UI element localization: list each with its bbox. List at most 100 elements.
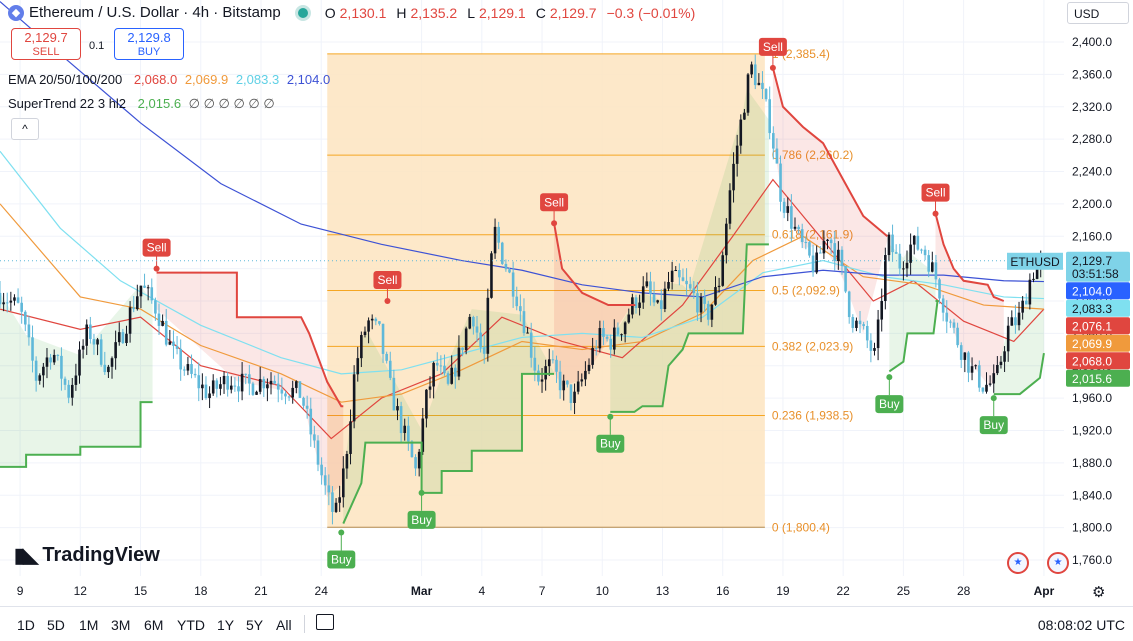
candle-body [34,360,38,381]
supertrend-up-line [610,243,769,413]
candle-body [956,327,959,346]
candle-body [74,375,78,385]
price-tick-label: 2,200.0 [1072,197,1112,211]
supertrend-lines [0,67,1045,524]
timeframe-3m[interactable]: 3M [111,617,131,633]
chart-settings-icon[interactable]: ⚙ [1092,584,1106,601]
supertrend-fill [0,67,1044,524]
candle-body [743,112,746,120]
candle-body [750,64,753,75]
candle-body [887,234,891,256]
candle-body [27,324,31,338]
candle-body [884,255,887,301]
supertrend-fill-area [156,272,344,497]
candle-body [927,255,930,272]
sell-button[interactable]: 2,129.7 SELL [11,28,81,60]
signal-label: Buy [600,437,621,451]
candle-body [761,82,764,90]
candle-body [2,302,5,305]
event-flag-icon-2[interactable]: ★ [1047,552,1069,574]
time-tick-label: 28 [957,584,971,598]
candle-body [609,338,612,350]
spread-value: 0.1 [89,40,105,52]
candle-body [746,74,750,113]
candle-body [269,380,273,385]
buy-button[interactable]: 2,129.8 BUY [114,28,184,60]
ema-legend[interactable]: EMA 20/50/100/200 2,068.0 2,069.9 2,083.… [8,72,334,87]
candle-body [959,345,963,360]
candle-body [916,235,920,250]
timeframe-1m[interactable]: 1M [79,617,99,633]
candle-body [52,354,56,363]
supertrend-legend[interactable]: SuperTrend 22 3 hl2 2,015.6 ∅ ∅ ∅ ∅ ∅ ∅ [8,96,279,112]
candle-body [645,281,649,287]
timeframe-5y[interactable]: 5Y [246,617,264,633]
candle-body [703,296,706,304]
candle-body [945,312,949,322]
candle-body [482,347,486,354]
time-axis[interactable]: 9 12 15 18 21 24 Mar 4 7 10 13 16 19 22 25 28 Apr [0,578,1064,606]
candle-body [833,243,837,262]
signal-label: Sell [544,195,564,209]
candle-body [638,302,641,308]
signal-dot [886,374,893,381]
signal-dot [384,298,391,304]
supertrend-fill-area [935,213,1004,385]
candle-body [566,380,569,385]
price-tick-label: 2,360.0 [1072,67,1112,81]
chevron-up-icon: ^ [22,122,28,136]
candle-body [349,421,352,454]
candle-body [605,336,609,339]
supertrend-fill-area [889,244,938,372]
candle-body [486,297,490,354]
candle-body [594,347,598,349]
candle-body [215,380,219,389]
candle-body [295,381,298,388]
candle-body [500,242,504,264]
low-label: L [467,4,475,21]
clock[interactable]: 08:08:02 UTC [1037,617,1125,633]
candle-body [674,270,678,272]
timeframe-6m[interactable]: 6M [144,617,164,633]
candle-body [161,320,164,326]
date-range-icon[interactable] [316,614,334,630]
candle-body [558,371,562,391]
timeframe-ytd[interactable]: YTD [177,617,205,633]
candle-body [768,99,771,134]
candle-body [670,270,674,283]
event-flag-icon[interactable]: ★ [1007,552,1029,574]
price-chart[interactable]: 1 (2,385.4)0.786 (2,260.2)0.618 (2,161.9… [0,0,1133,606]
candle-body [49,357,52,363]
collapse-legend-button[interactable]: ^ [11,118,39,140]
candle-body [45,357,49,367]
candle-body [627,314,631,323]
timeframe-5d[interactable]: 5D [47,617,65,633]
timeframe-1y[interactable]: 1Y [217,617,235,633]
time-tick-label: 25 [897,584,911,598]
timeframe-all[interactable]: All [276,617,292,633]
ema-line [0,150,1044,375]
currency-selector[interactable]: USD [1067,2,1129,24]
fib-retracement: 1 (2,385.4)0.786 (2,260.2)0.618 (2,161.9… [327,47,853,534]
candle-body [804,242,808,244]
candle-body [457,347,461,377]
candle-body [1017,312,1021,326]
signal-dot [153,265,160,272]
candle-body [822,240,826,254]
timeframe-1d[interactable]: 1D [17,617,35,633]
candle-body [110,358,114,367]
candle-body [248,374,251,384]
symbol-title[interactable]: Ethereum / U.S. Dollar · 4h · Bitstamp [29,4,281,21]
candle-body [251,383,255,395]
candle-body [580,379,584,382]
candle-body [421,418,425,452]
candle-body [193,373,197,376]
price-tick-label: 1,800.0 [1072,521,1112,535]
candle-body [659,300,663,309]
candle-body [529,332,533,358]
candle-body [576,381,580,392]
candle-body [855,320,858,328]
candle-body [16,297,20,303]
bottom-toolbar: 1D 5D 1M 3M 6M YTD 1Y 5Y All 08:08:02 UT… [0,606,1133,641]
tradingview-logo[interactable]: ▮◣ TradingView [14,543,160,568]
